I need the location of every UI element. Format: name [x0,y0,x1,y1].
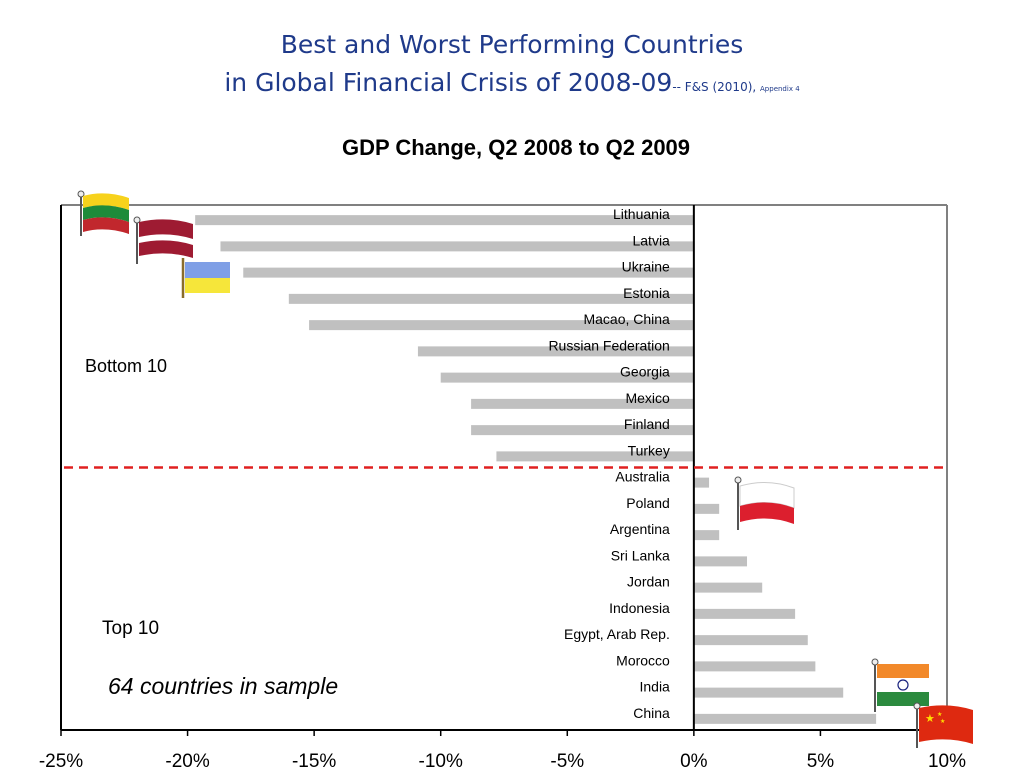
bar-argentina [693,530,720,541]
x-tick-label: 10% [928,751,966,768]
x-tick-label: -10% [419,751,463,768]
bar-poland [693,503,720,514]
country-label: China [633,705,670,721]
country-label: Lithuania [613,206,670,222]
title-line-2-main: in Global Financial Crisis of 2008-09 [224,68,673,97]
title-line-2: in Global Financial Crisis of 2008-09-- … [0,64,1024,108]
country-label: Morocco [616,652,670,668]
bar-egypt-arab-rep- [693,635,808,646]
latvia-flag-icon [133,216,193,264]
bar-mexico [471,398,694,409]
bar-russian-federation [417,346,694,357]
x-tick-label: -15% [292,751,336,768]
country-label: Finland [624,416,670,432]
bar-estonia [288,293,694,304]
country-label: Australia [615,469,670,485]
svg-text:★: ★ [940,718,945,725]
bar-finland [471,425,694,436]
country-label: Latvia [632,232,670,248]
x-tick-label: -25% [39,751,83,768]
bottom-10-label: Bottom 10 [85,356,167,376]
bar-china [693,713,877,724]
bar-jordan [693,582,763,593]
title-line-1: Best and Worst Performing Countries [280,30,744,59]
sample-note: 64 countries in sample [108,673,338,699]
x-ticks-group: -25% -20% -15% -10% -5% 0% 5% 10% [39,730,966,768]
country-label: Macao, China [583,311,670,327]
bars-group [195,215,877,724]
country-label: Russian Federation [548,337,669,353]
bar-macao-china [309,320,694,331]
bar-indonesia [693,608,796,619]
bar-ukraine [243,267,694,278]
china-flag-icon: ★ ★ ★ [913,702,973,748]
x-tick-label: -5% [550,751,584,768]
bar-sri-lanka [693,556,748,567]
svg-text:★: ★ [937,711,942,718]
ukraine-flag-icon [181,258,230,298]
top-10-label: Top 10 [102,618,159,639]
bar-lithuania [195,215,694,226]
poland-flag-icon [734,476,795,530]
svg-text:★: ★ [925,712,935,725]
country-label: India [639,679,670,695]
country-label: Argentina [610,521,670,537]
x-tick-label: 0% [680,751,708,768]
citation: -- F&S (2010), [672,80,761,94]
x-tick-label: 5% [807,751,835,768]
bar-india [693,687,844,698]
bar-australia [693,477,710,488]
country-label: Indonesia [609,600,670,616]
country-label: Poland [626,495,670,511]
axes-group [60,204,948,731]
country-label: Mexico [625,390,670,406]
country-label: Georgia [620,364,670,380]
country-labels-group: Lithuania Latvia Ukraine Estonia Macao, Chin… [548,206,670,721]
bar-turkey [496,451,694,462]
x-tick-label: -20% [165,751,209,768]
slide-title: Best and Worst Performing Countries in G… [0,26,1024,108]
country-label: Ukraine [622,259,670,275]
chart-title: GDP Change, Q2 2008 to Q2 2009 [342,135,690,160]
country-label: Estonia [623,285,670,301]
country-label: Egypt, Arab Rep. [564,626,670,642]
country-label: Turkey [628,442,670,458]
india-flag-icon [871,658,929,712]
bar-morocco [693,661,816,672]
appendix-ref: Appendix 4 [760,85,800,93]
country-label: Sri Lanka [611,547,670,563]
country-label: Jordan [627,574,670,590]
bar-georgia [440,372,694,383]
lithuania-flag-icon [77,190,129,236]
bar-latvia [220,241,694,252]
